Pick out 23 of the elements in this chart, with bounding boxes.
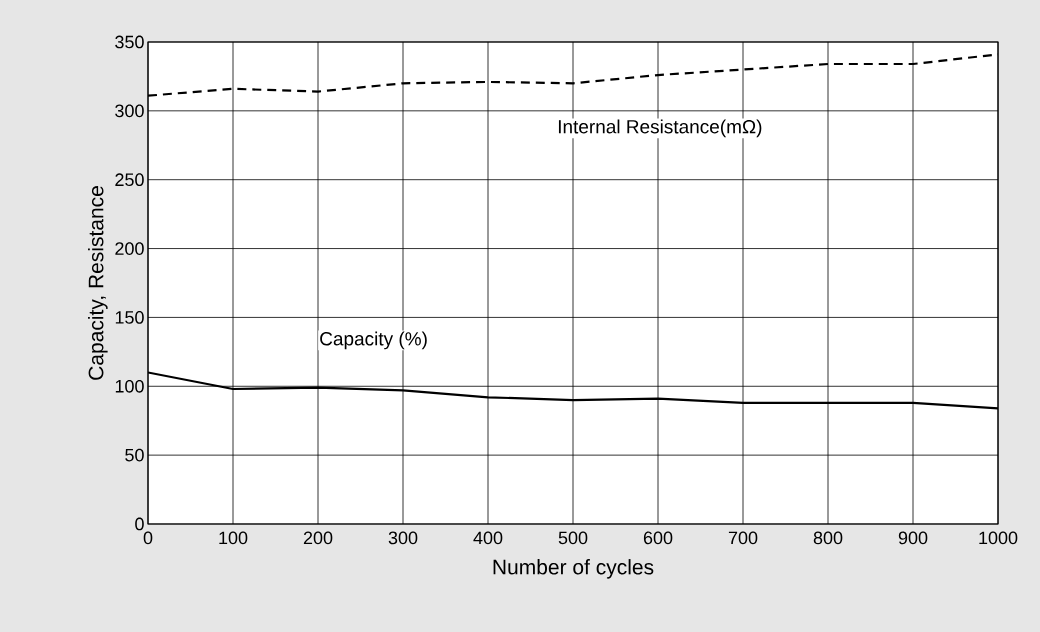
y-axis-title: Capacity, Resistance bbox=[88, 186, 108, 380]
x-axis-title: Number of cycles bbox=[493, 559, 654, 579]
x-tick-label: 200 bbox=[303, 531, 333, 545]
y-tick-label: 250 bbox=[115, 173, 144, 187]
x-tick-label: 900 bbox=[898, 531, 928, 545]
text: Capacity (%) bbox=[320, 331, 427, 350]
x-tick-label: 700 bbox=[728, 531, 758, 545]
y-tick-label: 0 bbox=[135, 517, 144, 531]
x-tick-label: 500 bbox=[558, 531, 588, 545]
y-tick-label: 300 bbox=[115, 104, 144, 118]
x-tick-label: 600 bbox=[643, 531, 673, 545]
y-tick-label: 200 bbox=[115, 242, 144, 255]
y-tick-label: 100 bbox=[115, 379, 144, 393]
x-tick-label: 1000 bbox=[979, 531, 1018, 545]
y-tick-label: 150 bbox=[115, 311, 144, 324]
x-tick-label: 400 bbox=[473, 531, 503, 545]
x-tick-label: 800 bbox=[813, 531, 843, 545]
series-label: Internal Resistance(mΩ) bbox=[558, 119, 762, 138]
y-tick-label: 350 bbox=[115, 35, 144, 49]
x-tick-label: 0 bbox=[143, 531, 153, 545]
x-tick-label: 300 bbox=[388, 531, 418, 545]
y-tick-label: 50 bbox=[125, 448, 144, 462]
x-tick-label: 100 bbox=[219, 531, 248, 545]
